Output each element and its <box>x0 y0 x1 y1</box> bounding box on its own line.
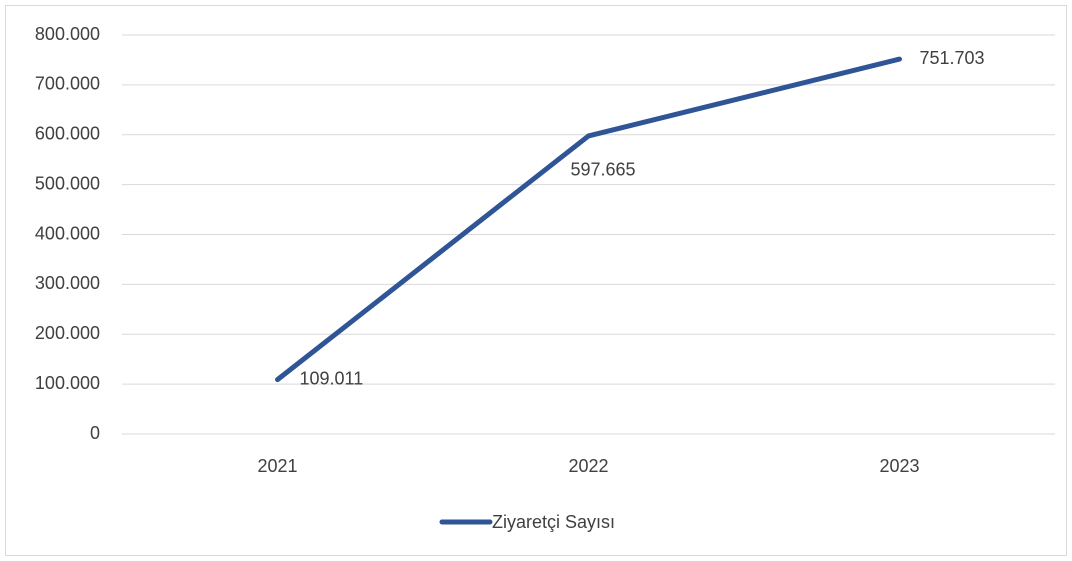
data-label: 597.665 <box>571 160 636 180</box>
x-tick-label: 2022 <box>568 456 608 476</box>
data-label: 751.703 <box>920 48 985 68</box>
line-series <box>275 56 902 383</box>
y-tick-label: 400.000 <box>35 223 100 243</box>
y-tick-label: 0 <box>90 423 100 443</box>
chart-border <box>5 5 1067 556</box>
data-label: 109.011 <box>300 368 364 388</box>
x-tick-label: 2023 <box>879 456 919 476</box>
y-tick-label: 700.000 <box>35 74 100 94</box>
y-tick-label: 800.000 <box>35 24 100 44</box>
y-tick-label: 300.000 <box>35 273 100 293</box>
legend-label: Ziyaretçi Sayısı <box>492 512 615 532</box>
x-tick-label: 2021 <box>257 456 297 476</box>
y-tick-label: 600.000 <box>35 124 100 144</box>
y-tick-label: 500.000 <box>35 173 100 193</box>
y-tick-label: 200.000 <box>35 323 100 343</box>
y-tick-label: 100.000 <box>35 373 100 393</box>
